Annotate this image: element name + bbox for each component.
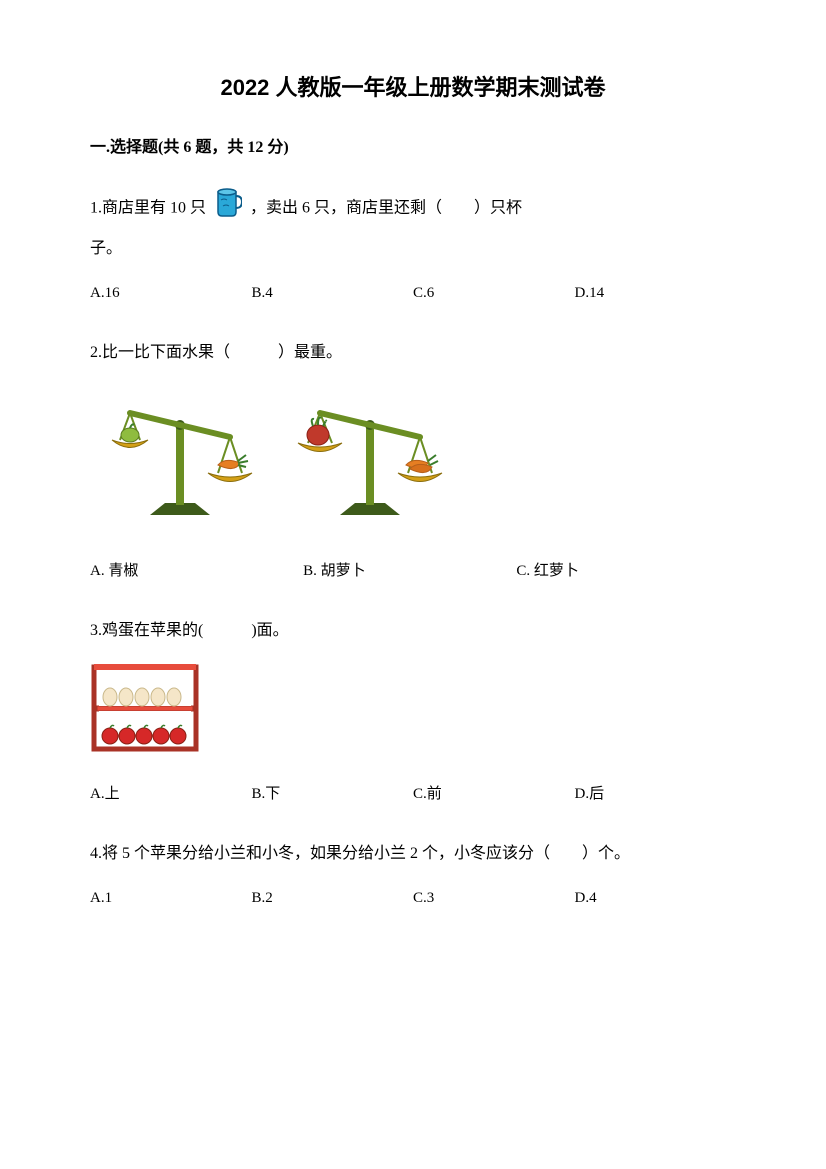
q2-option-b: B. 胡萝卜	[303, 559, 516, 583]
q3-option-c: C.前	[413, 782, 575, 806]
q1-text: 1.商店里有 10 只 ，卖出 6 只，商店里还剩（ ）只杯 子。	[90, 186, 736, 266]
q1-option-a: A.16	[90, 281, 252, 305]
q4-option-b: B.2	[252, 886, 414, 910]
q1-option-b: B.4	[252, 281, 414, 305]
q3-options: A.上 B.下 C.前 D.后	[90, 782, 736, 806]
q3-option-b: B.下	[252, 782, 414, 806]
q1-options: A.16 B.4 C.6 D.14	[90, 281, 736, 305]
question-2: 2.比一比下面水果（ ）最重。	[90, 335, 736, 583]
q4-options: A.1 B.2 C.3 D.4	[90, 886, 736, 910]
exam-title: 2022 人教版一年级上册数学期末测试卷	[90, 70, 736, 105]
q1-text-before: 1.商店里有 10 只	[90, 199, 210, 216]
q2-option-c: C. 红萝卜	[516, 559, 729, 583]
q2-option-a: A. 青椒	[90, 559, 303, 583]
question-3: 3.鸡蛋在苹果的( )面。	[90, 613, 736, 806]
q1-option-d: D.14	[575, 281, 737, 305]
section-1-header: 一.选择题(共 6 题，共 12 分)	[90, 135, 736, 161]
shelf-figure	[90, 663, 736, 762]
q1-text-line2: 子。	[90, 240, 122, 257]
balance-scales-figure	[90, 385, 736, 534]
q3-text: 3.鸡蛋在苹果的( )面。	[90, 613, 736, 648]
q4-text: 4.将 5 个苹果分给小兰和小冬，如果分给小兰 2 个，小冬应该分（ ）个。	[90, 836, 736, 871]
q3-option-d: D.后	[575, 782, 737, 806]
q2-options: A. 青椒 B. 胡萝卜 C. 红萝卜	[90, 559, 736, 583]
q4-option-a: A.1	[90, 886, 252, 910]
question-1: 1.商店里有 10 只 ，卖出 6 只，商店里还剩（ ）只杯 子。 A.16 B…	[90, 186, 736, 305]
cup-icon	[214, 186, 242, 231]
q1-option-c: C.6	[413, 281, 575, 305]
q4-option-d: D.4	[575, 886, 737, 910]
q1-text-after: ，卖出 6 只，商店里还剩（ ）只杯	[250, 199, 522, 216]
q3-option-a: A.上	[90, 782, 252, 806]
q2-text: 2.比一比下面水果（ ）最重。	[90, 335, 736, 370]
question-4: 4.将 5 个苹果分给小兰和小冬，如果分给小兰 2 个，小冬应该分（ ）个。 A…	[90, 836, 736, 910]
q4-option-c: C.3	[413, 886, 575, 910]
